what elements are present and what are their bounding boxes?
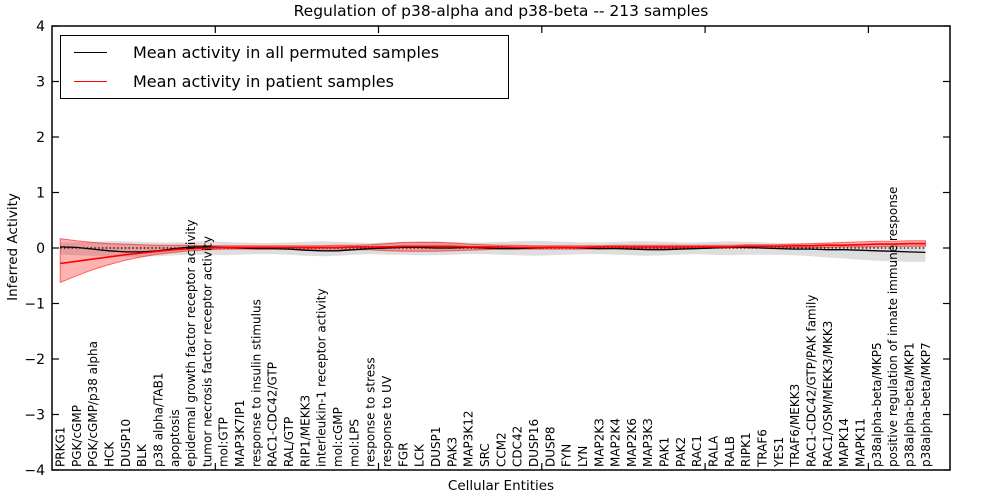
- legend-item-patient: Mean activity in patient samples: [61, 68, 508, 95]
- x-category-label: DUSP8: [543, 426, 557, 467]
- x-category-label: LCK: [413, 443, 427, 467]
- x-category-label: DUSP10: [119, 419, 133, 467]
- y-tick-label: −2: [24, 352, 45, 368]
- y-tick-label: −3: [24, 408, 45, 424]
- x-category-label: PAK3: [445, 437, 459, 467]
- patient-line-sample: [74, 81, 107, 83]
- x-category-label: RIP1/MEKK3: [298, 395, 312, 467]
- x-category-label: MAP2K6: [625, 418, 639, 467]
- x-category-label: BLK: [135, 443, 149, 467]
- x-category-label: PAK2: [674, 437, 688, 467]
- x-category-label: CCM2: [494, 432, 508, 467]
- x-category-label: tumor necrosis factor receptor activity: [200, 236, 214, 467]
- x-category-label: response to UV: [380, 375, 394, 467]
- x-category-label: interleukin-1 receptor activity: [315, 288, 329, 467]
- x-category-label: PGK/cGMP: [70, 405, 84, 467]
- x-category-label: RAC1-CDC42/GTP: [266, 362, 280, 467]
- x-category-label: RAC1/OSM/MEKK3/MKK3: [821, 321, 835, 467]
- y-tick-label: −4: [24, 463, 45, 479]
- x-category-label: TRAF6/MEKK3: [788, 384, 802, 468]
- x-category-label: HCK: [102, 441, 116, 467]
- x-category-label: RAL/GTP: [282, 417, 296, 467]
- x-category-label: LYN: [576, 446, 590, 467]
- x-category-label: positive regulation of innate immune res…: [886, 187, 900, 467]
- y-tick-label: 2: [36, 130, 45, 146]
- x-category-label: response to insulin stimulus: [249, 299, 263, 467]
- x-category-label: MAPK14: [837, 418, 851, 467]
- x-category-label: RALA: [707, 435, 721, 467]
- legend-item-permuted: Mean activity in all permuted samples: [61, 39, 508, 66]
- x-category-label: MAP2K3: [592, 418, 606, 467]
- x-category-label: mol:LPS: [347, 419, 361, 467]
- x-category-label: epidermal growth factor receptor activit…: [184, 220, 198, 467]
- x-category-label: p38alpha-beta/MKP7: [919, 342, 933, 467]
- x-category-label: FYN: [560, 444, 574, 467]
- x-category-label: SRC: [478, 443, 492, 467]
- chart-title: Regulation of p38-alpha and p38-beta -- …: [293, 2, 709, 20]
- y-tick-label: 4: [36, 19, 45, 35]
- x-category-label: RAC1-CDC42/GTP/PAK family: [805, 295, 819, 467]
- x-category-label: mol:cGMP: [331, 407, 345, 467]
- y-tick-label: −1: [24, 297, 45, 313]
- x-category-label: CDC42: [511, 426, 525, 467]
- x-category-label: RAC1: [690, 435, 704, 467]
- legend: Mean activity in all permuted samples Me…: [60, 35, 509, 99]
- x-axis-ticks: [214, 26, 870, 470]
- permuted-line-sample: [74, 51, 107, 53]
- y-axis-label: Inferred Activity: [5, 193, 21, 301]
- x-category-label: RIPK1: [739, 432, 753, 467]
- x-category-label: DUSP1: [429, 426, 443, 467]
- x-category-label: p38 alpha/TAB1: [151, 373, 165, 467]
- x-category-label: p38alpha-beta/MKP1: [903, 342, 917, 467]
- x-category-labels: PRKG1 PGK/cGMP PGK/cGMP/p38 alpha HCK DUSP10…: [54, 187, 933, 468]
- legend-label-permuted: Mean activity in all permuted samples: [133, 42, 440, 62]
- y-tick-label: 1: [36, 186, 45, 202]
- x-category-label: MAPK11: [854, 418, 868, 467]
- x-category-label: YES1: [772, 437, 786, 468]
- legend-label-patient: Mean activity in patient samples: [133, 72, 394, 92]
- x-category-label: TRAF6: [756, 429, 770, 468]
- x-category-label: PGK/cGMP/p38 alpha: [86, 341, 100, 467]
- x-category-label: RALB: [723, 436, 737, 467]
- x-category-label: apoptosis: [168, 409, 182, 467]
- x-category-label: MAP3K12: [462, 410, 476, 467]
- x-axis-label: Cellular Entities: [447, 478, 555, 494]
- x-category-label: PRKG1: [54, 427, 68, 467]
- x-category-label: PAK1: [658, 437, 672, 467]
- x-category-label: DUSP16: [527, 419, 541, 467]
- x-category-label: response to stress: [364, 357, 378, 467]
- mean-line-series-0: [60, 246, 926, 254]
- x-category-label: mol:GTP: [217, 417, 231, 467]
- x-category-label: MAP3K3: [641, 418, 655, 467]
- y-tick-label: 0: [36, 241, 45, 257]
- x-category-label: FGR: [396, 442, 410, 467]
- x-category-label: MAP3K7IP1: [233, 400, 247, 467]
- mean-line-series-1: [60, 242, 926, 265]
- x-category-label: p38alpha-beta/MKP5: [870, 342, 884, 467]
- plot-frame: [51, 25, 951, 471]
- x-category-label: MAP2K4: [609, 418, 623, 467]
- y-tick-label: 3: [36, 75, 45, 91]
